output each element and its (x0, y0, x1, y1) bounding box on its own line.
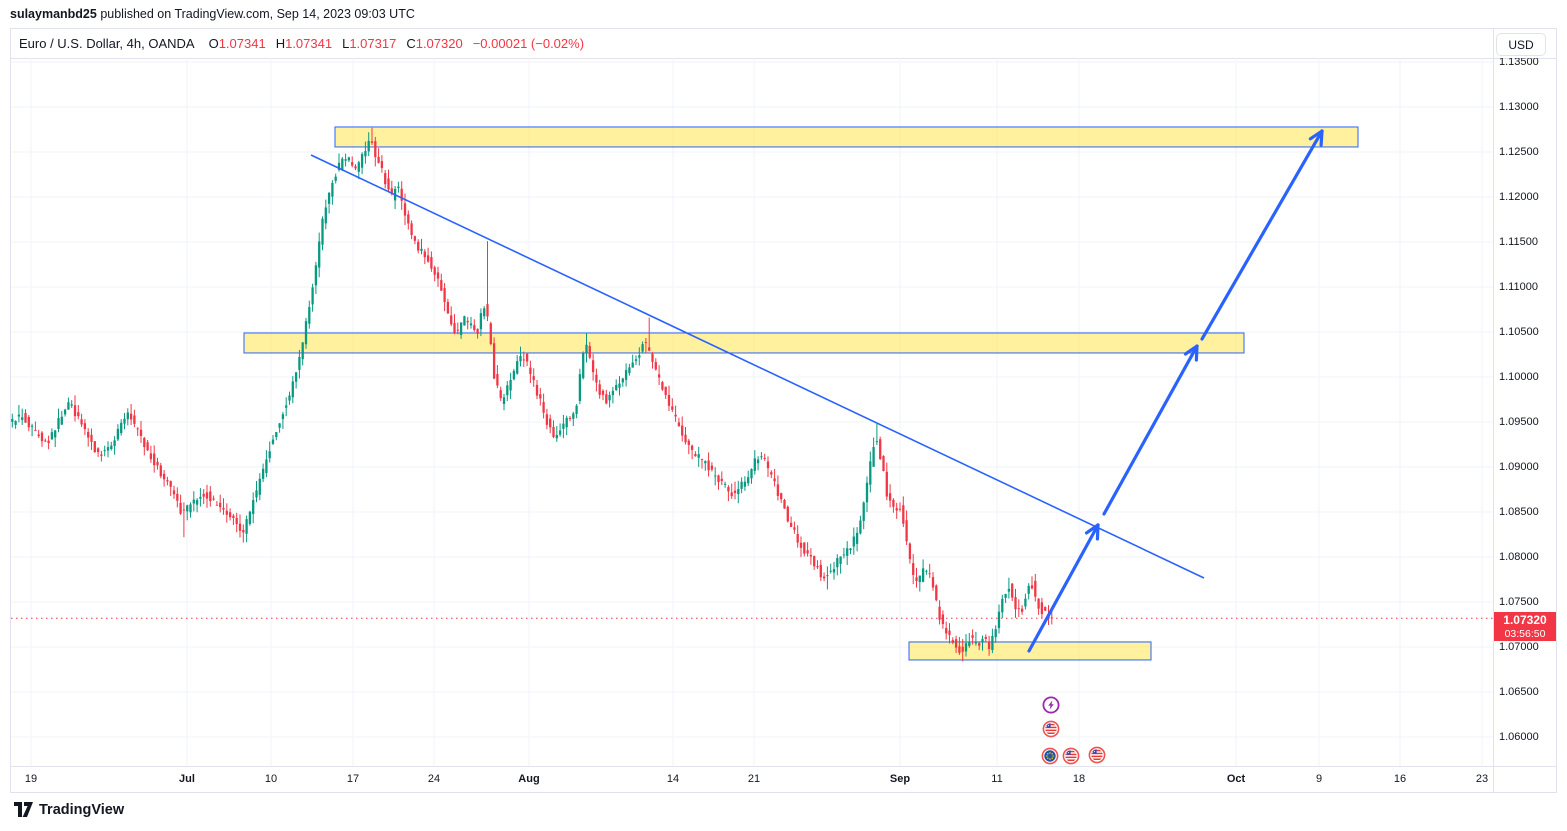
time-axis-label: 17 (346, 773, 360, 785)
time-axis-label: 11 (991, 773, 1003, 785)
price-axis-label: 1.13000 (1499, 101, 1539, 113)
us-flag-event-icon[interactable] (1042, 720, 1060, 738)
ohlc-values: O1.07341 H1.07341 L1.07317 C1.07320 (209, 36, 473, 51)
event-icons-layer (1041, 696, 1106, 765)
time-axis-label: 16 (1393, 773, 1407, 785)
price-axis-label: 1.06000 (1499, 731, 1539, 743)
upper-supply-zone (334, 126, 1359, 148)
time-axis-label: 10 (264, 773, 278, 785)
price-axis-label: 1.13500 (1499, 58, 1539, 68)
price-axis-label: 1.10500 (1499, 326, 1539, 338)
ohlc-item: H1.07341 (275, 36, 333, 51)
price-axis-label: 1.11000 (1499, 281, 1538, 293)
candles-layer (11, 127, 1053, 662)
projection-arrow-2 (1102, 344, 1199, 516)
attribution-username: sulaymanbd25 (10, 7, 97, 21)
price-axis-label: 1.12500 (1499, 146, 1539, 158)
tradingview-logo-text: TradingView (39, 801, 125, 818)
drawings-layer (310, 129, 1324, 653)
change-value: −0.00021 (−0.02%) (472, 36, 585, 51)
chart-widget: Euro / U.S. Dollar, 4h, OANDA O1.07341 H1… (10, 28, 1557, 793)
time-axis-label: Aug (518, 773, 540, 785)
ohlc-item: O1.07341 (208, 36, 266, 51)
price-axis[interactable]: 1.07320 03:56:50 1.13500 1.13000 1.12500 1.… (1494, 58, 1556, 766)
price-axis-label: 1.09500 (1499, 416, 1539, 428)
descending-trendline (310, 154, 1205, 579)
time-axis-label: 14 (666, 773, 680, 785)
time-axis-label: 23 (1475, 773, 1489, 785)
tradingview-logo[interactable]: TradingView (14, 801, 124, 818)
price-axis-label: 1.07000 (1499, 641, 1539, 653)
projection-arrow-3 (1200, 129, 1324, 341)
price-axis-label: 1.10000 (1499, 371, 1539, 383)
us-flag-event-icon[interactable] (1088, 746, 1106, 764)
tradingview-mark-icon (14, 802, 33, 817)
eu-flag-event-icon[interactable] (1041, 747, 1059, 765)
time-axis-label: Sep (889, 773, 911, 785)
time-axis-label: Oct (1226, 773, 1246, 785)
price-axis-label: 1.08000 (1499, 551, 1539, 563)
chart-header: Euro / U.S. Dollar, 4h, OANDA O1.07341 H1… (11, 29, 1556, 59)
time-axis-label: Jul (179, 773, 195, 785)
price-chart-canvas[interactable] (11, 58, 1493, 766)
current-price-value: 1.07320 (1503, 613, 1547, 628)
grid-layer (11, 58, 1493, 766)
zones-layer (243, 126, 1359, 661)
symbol-legend: Euro / U.S. Dollar, 4h, OANDA O1.07341 H1… (19, 29, 584, 58)
time-axis-label: 24 (427, 773, 441, 785)
price-axis-label: 1.08500 (1499, 506, 1539, 518)
current-price-label: 1.07320 03:56:50 (1494, 612, 1556, 642)
flash-event-icon[interactable] (1042, 696, 1060, 714)
time-axis[interactable]: 19 Jul 10 17 24 Aug 14 21 Sep 11 18 Oct 9 16 23 (11, 766, 1493, 793)
time-axis-label: 9 (1315, 773, 1323, 785)
bar-countdown: 03:56:50 (1504, 628, 1546, 641)
ohlc-item: L1.07317 (342, 36, 397, 51)
price-axis-label: 1.06500 (1499, 686, 1539, 698)
time-axis-label: 21 (747, 773, 761, 785)
symbol-title: Euro / U.S. Dollar, 4h, OANDA (19, 36, 195, 51)
price-axis-label: 1.07500 (1499, 596, 1539, 608)
us-flag-event-icon[interactable] (1062, 747, 1080, 765)
projection-arrow-1 (1027, 523, 1100, 653)
attribution-text: published on TradingView.com, Sep 14, 20… (96, 7, 415, 21)
axis-corner (1493, 766, 1556, 793)
price-axis-label: 1.12000 (1499, 191, 1539, 203)
price-axis-label: 1.09000 (1499, 461, 1539, 473)
ohlc-item: C1.07320 (406, 36, 463, 51)
time-axis-label: 19 (24, 773, 38, 785)
currency-toggle-button[interactable]: USD (1496, 33, 1546, 56)
middle-supply-zone (243, 332, 1245, 354)
axis-separator (1493, 29, 1494, 792)
chart-plot-area[interactable] (11, 58, 1493, 766)
price-axis-label: 1.11500 (1499, 236, 1538, 248)
attribution: sulaymanbd25 published on TradingView.co… (10, 7, 415, 21)
time-axis-label: 18 (1072, 773, 1086, 785)
